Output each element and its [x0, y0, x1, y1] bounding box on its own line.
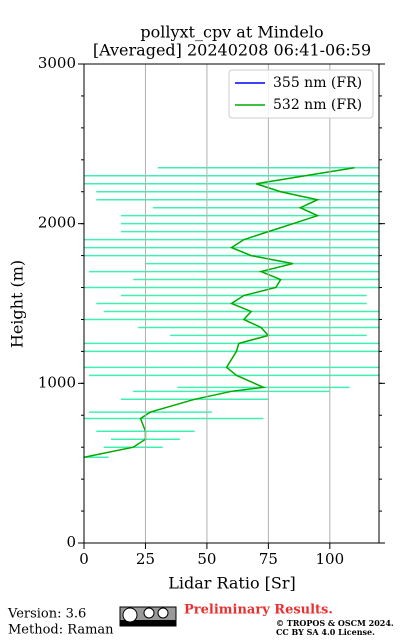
x-tick-label: 100 — [316, 550, 345, 568]
notice: Preliminary Results. — [184, 603, 333, 618]
profile-line — [84, 167, 355, 458]
x-tick-label: 25 — [136, 550, 155, 568]
y-tick-label: 2000 — [38, 214, 76, 232]
plot-frame — [83, 63, 380, 544]
copyright: © TROPOS & OSCM 2024. — [276, 618, 394, 628]
x-axis-label: Lidar Ratio [Sr] — [168, 574, 296, 593]
plot-area — [84, 167, 379, 459]
legend-label: 532 nm (FR) — [273, 97, 362, 113]
chart-subtitle: [Averaged] 20240208 06:41-06:59 — [93, 41, 371, 60]
x-tick-label: 0 — [79, 550, 89, 568]
license: CC BY SA 4.0 License. — [276, 627, 375, 637]
x-tick-label: 50 — [197, 550, 216, 568]
method: Method: Raman — [8, 623, 114, 638]
cc-icon — [119, 606, 177, 627]
chart-title: pollyxt_cpv at Mindelo — [140, 23, 323, 42]
y-axis-label: Height (m) — [8, 260, 27, 348]
y-tick-label: 3000 — [38, 54, 76, 72]
legend-label: 355 nm (FR) — [273, 75, 362, 91]
version: Version: 3.6 — [7, 607, 86, 622]
legend-box — [228, 69, 374, 119]
y-tick-label: 1000 — [38, 373, 76, 391]
y-tick-label: 0 — [66, 533, 76, 551]
x-tick-label: 75 — [259, 550, 278, 568]
